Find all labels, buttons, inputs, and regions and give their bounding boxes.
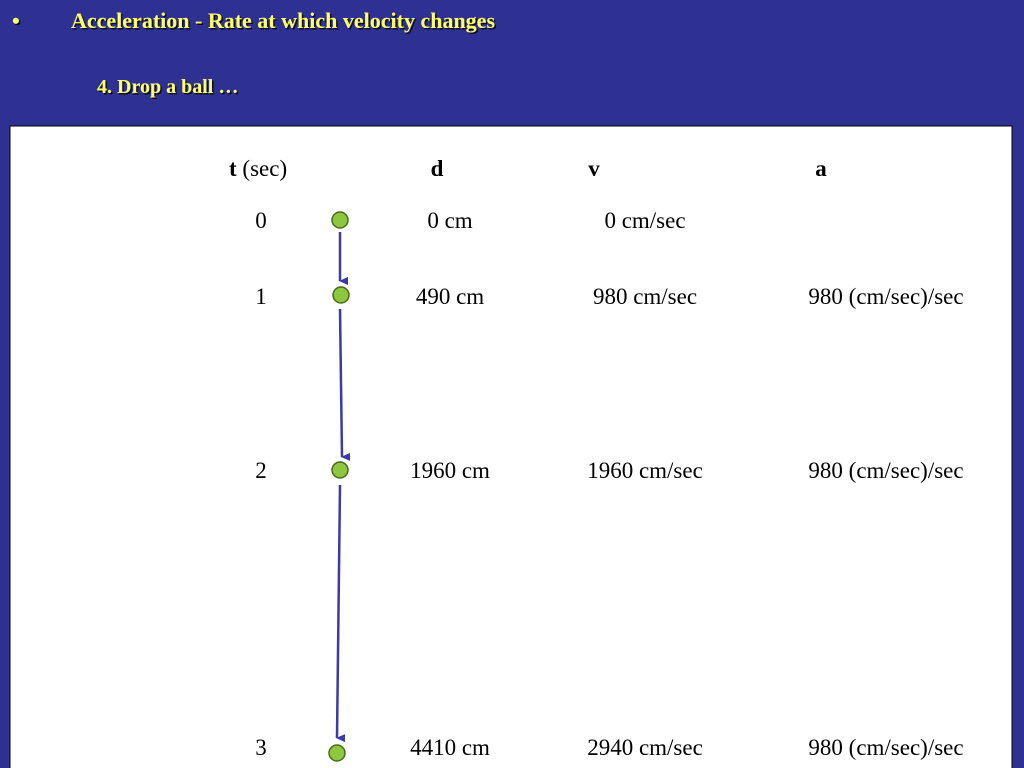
column-header: d <box>431 156 444 181</box>
arrow <box>338 308 351 461</box>
column-symbol: t <box>229 156 237 181</box>
table-cell: 1 <box>255 284 267 309</box>
table-body: 0 0 cm 0 cm/sec 1 490 cm 980 cm/sec 980 (cm/se… <box>255 208 963 760</box>
column-header: t (sec) <box>229 156 287 181</box>
arrow <box>335 484 346 743</box>
table-cell: 0 <box>255 208 267 233</box>
table-cell: 1960 cm <box>410 458 490 483</box>
table-cell: 4410 cm <box>410 735 490 760</box>
column-unit: (sec) <box>242 156 287 181</box>
table-cell: 1960 cm/sec <box>587 458 703 483</box>
arrows <box>335 232 351 743</box>
subtitle: 4. Drop a ball … <box>97 76 238 98</box>
title: Acceleration - Rate at which velocity ch… <box>71 8 495 33</box>
table-cell: 2 <box>255 458 267 483</box>
balls <box>328 211 350 762</box>
ball <box>331 461 349 479</box>
table-cell: 490 cm <box>416 284 484 309</box>
table-cell: 2940 cm/sec <box>587 735 703 760</box>
bullet: • <box>12 8 20 33</box>
panel <box>9 125 1013 768</box>
column-header: a <box>815 156 827 181</box>
table-cell: 0 cm <box>427 208 472 233</box>
column-header: v <box>588 156 600 181</box>
ball <box>328 744 346 762</box>
table-cell: 980 (cm/sec)/sec <box>808 735 963 760</box>
table-cell: 3 <box>255 735 267 760</box>
table-cell: 980 cm/sec <box>593 284 697 309</box>
table-cell: 0 cm/sec <box>604 208 685 233</box>
ball <box>332 286 350 304</box>
table-cell: 980 (cm/sec)/sec <box>808 458 963 483</box>
ball <box>331 211 349 229</box>
table-cell: 980 (cm/sec)/sec <box>808 284 963 309</box>
